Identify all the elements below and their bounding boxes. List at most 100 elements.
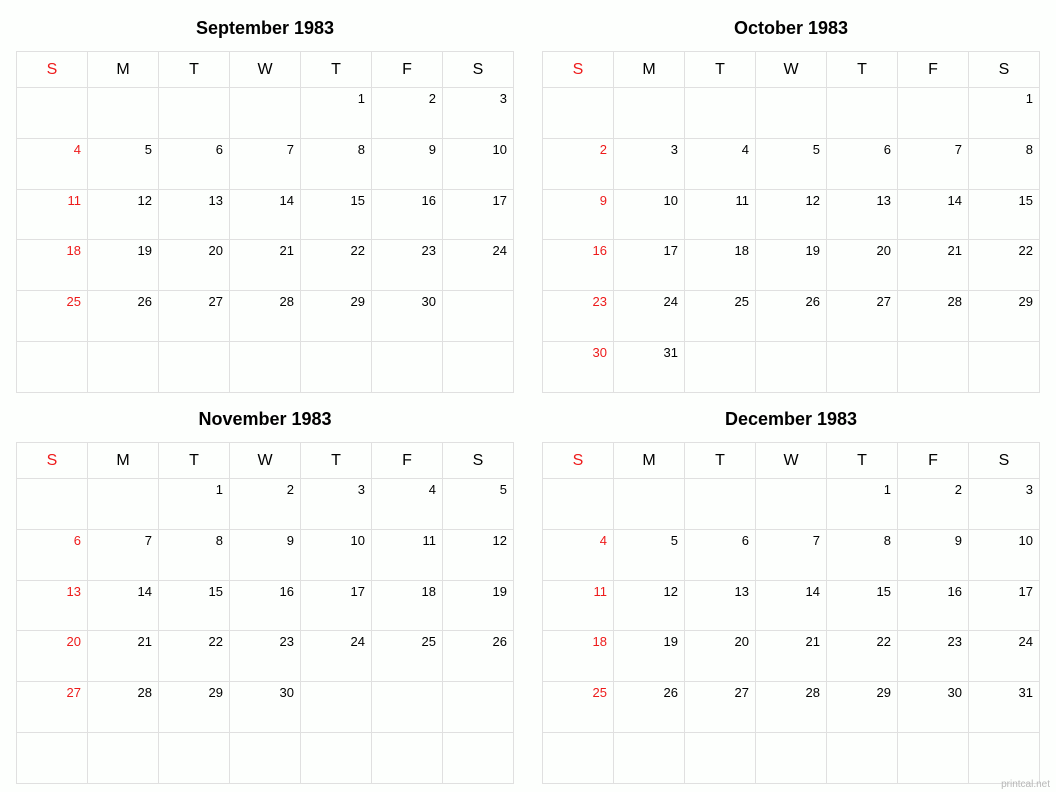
day-cell: 14 [230,189,301,240]
week-row: 11 12 13 14 15 16 17 [543,580,1040,631]
day-header: S [969,443,1040,479]
day-cell: 25 [17,291,88,342]
day-cell: 26 [88,291,159,342]
day-cell: 7 [230,138,301,189]
day-cell: 2 [230,479,301,530]
day-cell: 30 [372,291,443,342]
day-cell [827,88,898,139]
day-cell: 4 [543,529,614,580]
day-cell [230,342,301,393]
day-header: T [827,443,898,479]
day-cell: 19 [443,580,514,631]
day-header: F [898,443,969,479]
calendar-table: S M T W T F S 1 [542,51,1040,393]
day-header-row: S M T W T F S [543,52,1040,88]
day-cell: 30 [543,342,614,393]
day-cell: 23 [372,240,443,291]
day-cell: 31 [614,342,685,393]
day-cell: 29 [827,682,898,733]
day-cell: 24 [614,291,685,342]
day-cell: 5 [443,479,514,530]
day-cell: 19 [756,240,827,291]
day-cell: 12 [88,189,159,240]
day-cell: 1 [159,479,230,530]
day-cell [230,733,301,784]
day-cell: 1 [827,479,898,530]
month-title: September 1983 [16,18,514,39]
day-cell: 17 [301,580,372,631]
day-cell [543,479,614,530]
week-row: 4 5 6 7 8 9 10 [543,529,1040,580]
day-cell [756,88,827,139]
day-cell [372,682,443,733]
day-cell: 11 [372,529,443,580]
month-block-december: December 1983 S M T W T F S [542,409,1040,784]
day-cell: 15 [159,580,230,631]
day-cell [88,733,159,784]
day-cell: 12 [443,529,514,580]
day-header: S [443,52,514,88]
day-cell [443,733,514,784]
day-header: M [88,52,159,88]
day-cell: 9 [372,138,443,189]
day-cell: 14 [898,189,969,240]
day-cell: 3 [301,479,372,530]
day-cell: 21 [756,631,827,682]
day-cell: 10 [301,529,372,580]
day-cell: 2 [898,479,969,530]
day-cell [898,88,969,139]
day-cell: 19 [88,240,159,291]
day-cell [443,682,514,733]
day-cell [301,733,372,784]
day-cell: 31 [969,682,1040,733]
day-header: W [230,443,301,479]
day-cell [685,479,756,530]
day-cell: 23 [230,631,301,682]
day-cell: 20 [685,631,756,682]
day-cell: 20 [159,240,230,291]
day-cell: 5 [88,138,159,189]
day-cell: 30 [230,682,301,733]
calendar-table: S M T W T F S 1 2 3 [16,51,514,393]
day-cell [827,342,898,393]
day-cell: 8 [827,529,898,580]
week-row: 6 7 8 9 10 11 12 [17,529,514,580]
week-row: 18 19 20 21 22 23 24 [17,240,514,291]
day-cell: 22 [301,240,372,291]
day-cell [614,733,685,784]
month-block-september: September 1983 S M T W T F S [16,18,514,393]
day-cell: 20 [827,240,898,291]
day-cell [756,342,827,393]
day-cell [372,342,443,393]
day-cell: 20 [17,631,88,682]
day-header: F [372,52,443,88]
day-cell: 26 [443,631,514,682]
week-row: 16 17 18 19 20 21 22 [543,240,1040,291]
day-cell [159,342,230,393]
week-row: 27 28 29 30 [17,682,514,733]
day-header-sunday: S [543,443,614,479]
day-cell: 27 [685,682,756,733]
day-cell: 6 [685,529,756,580]
day-cell: 3 [969,479,1040,530]
day-cell: 13 [17,580,88,631]
day-cell: 29 [969,291,1040,342]
day-cell: 9 [898,529,969,580]
day-cell: 7 [898,138,969,189]
day-cell: 24 [969,631,1040,682]
day-cell: 5 [614,529,685,580]
day-cell [969,733,1040,784]
day-cell: 8 [159,529,230,580]
day-cell: 17 [614,240,685,291]
day-cell: 10 [443,138,514,189]
month-block-november: November 1983 S M T W T F S 1 2 [16,409,514,784]
day-header: T [301,52,372,88]
day-cell: 11 [543,580,614,631]
day-cell [230,88,301,139]
month-block-october: October 1983 S M T W T F S [542,18,1040,393]
day-cell [898,733,969,784]
day-cell [756,479,827,530]
month-title: November 1983 [16,409,514,430]
day-cell: 25 [372,631,443,682]
day-cell: 2 [372,88,443,139]
